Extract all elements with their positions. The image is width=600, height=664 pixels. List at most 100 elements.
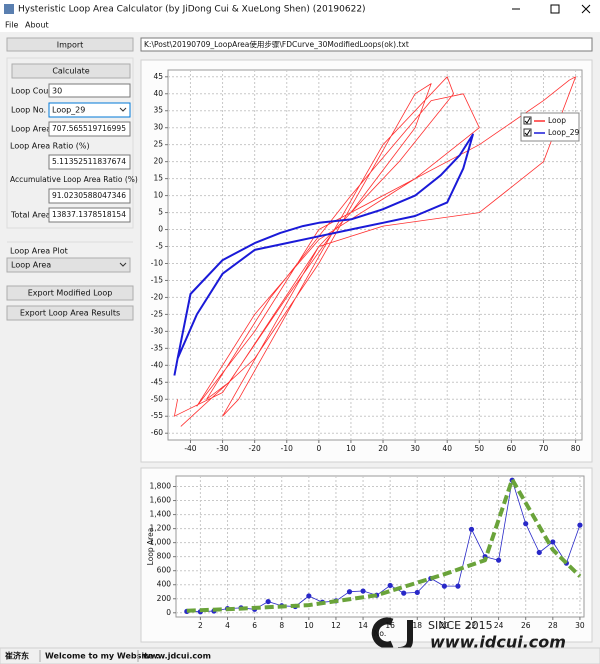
y-tick-label: 35 [153, 106, 163, 115]
y-tick-label: -10 [151, 258, 163, 267]
data-point [536, 549, 542, 556]
y-tick-label: -25 [151, 309, 163, 318]
x-tick-label: 24 [494, 621, 504, 630]
x-tick-label: 6 [252, 621, 257, 630]
combo-arrow [119, 107, 127, 112]
watermark-site: www.jdcui.com [430, 633, 566, 652]
y-tick-label: 0 [166, 608, 171, 617]
menu-item[interactable]: File [5, 21, 18, 30]
field-value: 30 [52, 87, 62, 96]
y-tick-label: -15 [151, 275, 163, 284]
loop-no-combo[interactable] [48, 102, 131, 118]
data-point [414, 589, 420, 596]
y-tick-label: -50 [151, 394, 163, 403]
plot-area [175, 475, 585, 618]
x-tick-label: 20 [440, 621, 450, 630]
menu-item[interactable]: About [25, 21, 49, 30]
export-results-button[interactable] [6, 305, 134, 321]
x-tick-label: 30 [575, 621, 585, 630]
y-tick-label: 1,200 [150, 524, 172, 533]
y-tick-label: -40 [151, 360, 163, 369]
export-results-label: Export Loop Area Results [20, 309, 120, 318]
field-value: Loop_29 [52, 106, 85, 115]
acc-ratio-box[interactable] [48, 188, 131, 204]
x-tick-label: 70 [539, 444, 549, 453]
x-tick-label: 20 [378, 444, 388, 453]
field-value: 91.0230588047346 [52, 191, 126, 200]
y-tick-label: 30 [153, 123, 163, 132]
data-point [468, 526, 475, 532]
y-tick-label: 15 [153, 174, 163, 183]
data-point [523, 521, 529, 527]
x-tick-label: 22 [467, 621, 477, 630]
x-tick-label: 26 [521, 621, 531, 630]
data-point [306, 593, 312, 599]
x-tick-label: -40 [184, 444, 196, 453]
y-tick-label: 800 [157, 552, 172, 561]
loop-area-box[interactable] [48, 121, 131, 137]
y-tick-label: 1,000 [150, 538, 172, 547]
plot-label: Loop Area Plot [10, 247, 68, 256]
y-tick-label: -55 [151, 411, 163, 420]
x-tick-label: 10 [346, 444, 356, 453]
legend-checkbox[interactable] [523, 128, 532, 137]
import-label: Import [57, 41, 84, 50]
legend-checkbox[interactable] [523, 116, 532, 125]
x-tick-label: 4 [225, 621, 230, 630]
series-line [186, 477, 582, 613]
field-label: Accumulative Loop Area Ratio (%) [10, 175, 138, 184]
x-tick-label: 10 [304, 621, 314, 630]
y-tick-label: 1,600 [150, 496, 172, 505]
field-label: Loop Area Ratio (%) [10, 142, 90, 151]
export-loop-button[interactable] [6, 285, 134, 301]
x-tick-label: 14 [358, 621, 368, 630]
legend-label: Loop [548, 116, 566, 125]
y-tick-label: 25 [153, 140, 163, 149]
plot-combo[interactable] [6, 257, 131, 273]
title-bar [0, 0, 600, 18]
status-bar [0, 647, 600, 664]
loop-count-box[interactable] [48, 83, 131, 98]
logo-mark [371, 617, 394, 649]
y-tick-label: 200 [157, 594, 172, 603]
x-tick-label: 12 [331, 621, 341, 630]
series-line [174, 76, 576, 427]
y-tick-label: 20 [153, 157, 163, 166]
x-tick-label: -10 [281, 444, 293, 453]
y-tick-label: 1,400 [150, 510, 172, 519]
import-button[interactable] [6, 37, 134, 52]
y-tick-label: 400 [157, 580, 172, 589]
x-tick-label: 0 [316, 444, 321, 453]
calculate-label: Calculate [52, 67, 89, 76]
ratio-box[interactable] [48, 154, 131, 170]
calculate-button[interactable] [11, 63, 131, 79]
total-area-box[interactable] [48, 207, 131, 223]
field-value: 13837.1378518154 [52, 210, 126, 219]
status-item: 崔济东 [4, 651, 29, 661]
y-tick-label: -35 [151, 343, 163, 352]
maximize[interactable] [550, 4, 560, 14]
x-axis-label: No. [374, 629, 386, 638]
status-item: Welcome to my Website : [45, 652, 159, 661]
close[interactable] [581, 4, 591, 14]
file-path-box[interactable] [140, 37, 593, 52]
app-icon [4, 4, 14, 14]
y-tick-label: 10 [153, 191, 163, 200]
x-tick-label: 18 [413, 621, 423, 630]
y-tick-label: 0 [158, 225, 163, 234]
legend-check [524, 117, 531, 124]
field-value: 5.11352511837674 [52, 157, 126, 166]
field-label: Total Area [10, 211, 51, 220]
y-tick-label: 40 [153, 89, 163, 98]
series-line [173, 133, 474, 376]
y-tick-label: 5 [158, 208, 163, 217]
y-tick-label: 45 [153, 72, 163, 81]
x-tick-label: 16 [385, 621, 395, 630]
field-label: Loop Count [11, 87, 56, 96]
watermark-since: SINCE 2015 [428, 619, 493, 632]
calc-group [6, 57, 134, 229]
data-point [265, 598, 271, 605]
data-point [346, 589, 353, 595]
